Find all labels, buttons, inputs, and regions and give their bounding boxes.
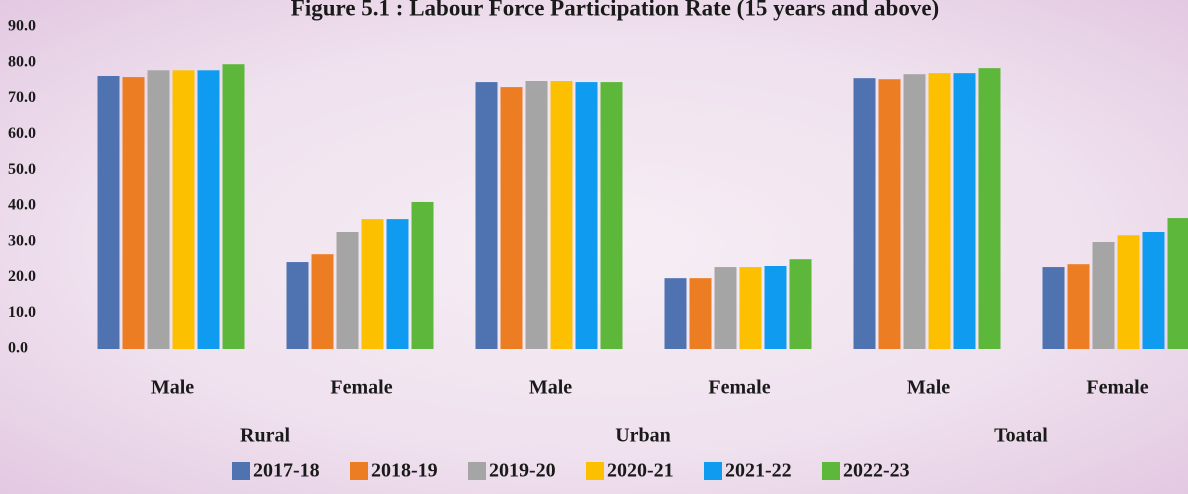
bar — [361, 219, 384, 349]
bar — [550, 81, 573, 349]
bar — [664, 278, 687, 349]
bar — [1117, 235, 1140, 349]
legend-swatch — [704, 462, 722, 480]
legend-swatch — [586, 462, 604, 480]
bar — [878, 79, 901, 349]
bar — [689, 278, 712, 349]
legend-label: 2022-23 — [843, 460, 910, 482]
x-tick-label: Female — [708, 377, 770, 399]
bar — [311, 254, 334, 349]
bar — [172, 70, 195, 350]
bar — [97, 76, 120, 349]
y-tick-label: 40.0 — [8, 197, 36, 214]
y-tick-label: 10.0 — [8, 304, 36, 321]
y-tick-label: 20.0 — [8, 268, 36, 285]
bar — [386, 219, 409, 349]
bar — [789, 259, 812, 349]
bar — [853, 78, 876, 349]
bar — [903, 74, 926, 349]
bar — [411, 201, 434, 349]
bar — [222, 64, 245, 349]
group-label: Rural — [240, 425, 290, 447]
bar — [739, 267, 762, 349]
y-tick-label: 0.0 — [8, 340, 28, 357]
legend-label: 2020-21 — [607, 460, 674, 482]
x-tick-label: Female — [330, 377, 392, 399]
x-tick-label: Female — [1086, 377, 1148, 399]
y-tick-label: 60.0 — [8, 125, 36, 142]
bar — [953, 73, 976, 350]
legend-label: 2017-18 — [253, 460, 320, 482]
bar — [336, 232, 359, 349]
y-tick-label: 30.0 — [8, 232, 36, 249]
bar — [1067, 264, 1090, 349]
bar — [600, 82, 623, 349]
legend-label: 2018-19 — [371, 460, 438, 482]
y-tick-label: 50.0 — [8, 161, 36, 178]
chart-title: Figure 5.1 : Labour Force Participation … — [291, 0, 939, 20]
legend-label: 2019-20 — [489, 460, 556, 482]
bar — [286, 262, 309, 349]
bar — [525, 81, 548, 349]
legend-swatch — [350, 462, 368, 480]
bar — [197, 70, 220, 350]
bar — [1042, 267, 1065, 349]
group-label: Urban — [615, 425, 671, 447]
x-tick-label: Male — [151, 377, 194, 399]
legend-swatch — [822, 462, 840, 480]
bar — [500, 87, 523, 350]
y-tick-label: 90.0 — [8, 18, 36, 35]
legend-label: 2021-22 — [725, 460, 792, 482]
legend-swatch — [468, 462, 486, 480]
bar — [122, 77, 145, 349]
bar — [575, 82, 598, 349]
y-tick-label: 70.0 — [8, 89, 36, 106]
bar — [1142, 232, 1165, 349]
x-tick-label: Male — [529, 377, 572, 399]
group-label: Toatal — [994, 425, 1048, 447]
bar — [714, 267, 737, 349]
bar — [1092, 242, 1115, 349]
x-tick-label: Male — [907, 377, 950, 399]
bar — [147, 70, 170, 350]
bar — [978, 68, 1001, 350]
bar — [475, 82, 498, 349]
bar — [764, 265, 787, 349]
y-tick-label: 80.0 — [8, 53, 36, 70]
bar — [928, 73, 951, 350]
bar — [1167, 218, 1188, 349]
legend-swatch — [232, 462, 250, 480]
